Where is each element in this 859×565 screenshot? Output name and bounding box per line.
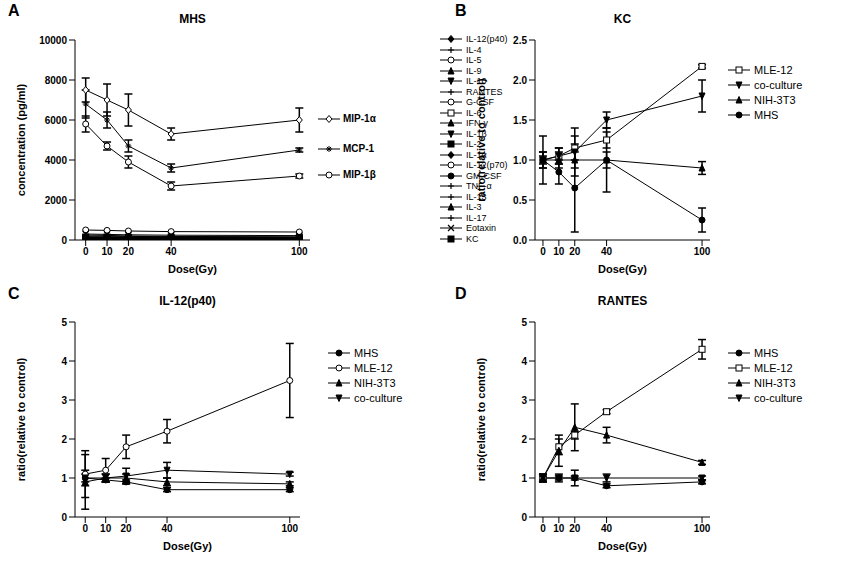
- svg-text:40: 40: [161, 523, 173, 534]
- svg-text:0: 0: [83, 246, 89, 257]
- svg-text:20: 20: [569, 523, 581, 534]
- svg-text:3: 3: [521, 395, 527, 406]
- svg-text:0.0: 0.0: [513, 235, 527, 246]
- svg-text:20: 20: [121, 523, 133, 534]
- svg-text:concentration (pg/ml): concentration (pg/ml): [15, 83, 27, 196]
- svg-text:10: 10: [553, 246, 565, 257]
- svg-text:Dose(Gy): Dose(Gy): [168, 263, 217, 275]
- svg-text:40: 40: [166, 246, 178, 257]
- svg-text:1.0: 1.0: [513, 155, 527, 166]
- svg-text:Dose(Gy): Dose(Gy): [598, 263, 647, 275]
- svg-text:Dose(Gy): Dose(Gy): [598, 540, 647, 552]
- svg-text:1.5: 1.5: [513, 115, 527, 126]
- svg-text:2: 2: [61, 434, 67, 445]
- svg-text:ratio(relative to control): ratio(relative to control): [475, 78, 487, 202]
- svg-text:40: 40: [601, 523, 613, 534]
- svg-text:10: 10: [553, 523, 565, 534]
- svg-text:ratio(relative to control): ratio(relative to control): [475, 357, 487, 481]
- svg-text:2000: 2000: [45, 195, 68, 206]
- svg-text:ratio(relative to control): ratio(relative to control): [15, 357, 27, 481]
- svg-text:40: 40: [601, 246, 613, 257]
- svg-text:2: 2: [521, 434, 527, 445]
- svg-text:10: 10: [100, 523, 112, 534]
- svg-text:6000: 6000: [45, 115, 68, 126]
- svg-text:100: 100: [694, 523, 711, 534]
- svg-text:5: 5: [521, 317, 527, 328]
- svg-text:10: 10: [101, 246, 113, 257]
- svg-text:100: 100: [694, 246, 711, 257]
- svg-text:1: 1: [61, 473, 67, 484]
- svg-text:3: 3: [61, 395, 67, 406]
- svg-text:4: 4: [521, 356, 527, 367]
- svg-text:10000: 10000: [39, 35, 67, 46]
- svg-text:0: 0: [82, 523, 88, 534]
- svg-text:100: 100: [281, 523, 298, 534]
- svg-text:0: 0: [540, 523, 546, 534]
- svg-text:4000: 4000: [45, 155, 68, 166]
- svg-text:5: 5: [61, 317, 67, 328]
- svg-text:0: 0: [521, 512, 527, 523]
- svg-text:8000: 8000: [45, 75, 68, 86]
- svg-text:20: 20: [123, 246, 135, 257]
- svg-text:0: 0: [61, 512, 67, 523]
- svg-text:20: 20: [569, 246, 581, 257]
- svg-text:2.5: 2.5: [513, 35, 527, 46]
- svg-text:100: 100: [291, 246, 308, 257]
- svg-text:2.0: 2.0: [513, 75, 527, 86]
- svg-text:0: 0: [61, 235, 67, 246]
- svg-text:Dose(Gy): Dose(Gy): [163, 540, 212, 552]
- svg-text:4: 4: [61, 356, 67, 367]
- svg-text:1: 1: [521, 473, 527, 484]
- svg-text:0.5: 0.5: [513, 195, 527, 206]
- svg-text:0: 0: [540, 246, 546, 257]
